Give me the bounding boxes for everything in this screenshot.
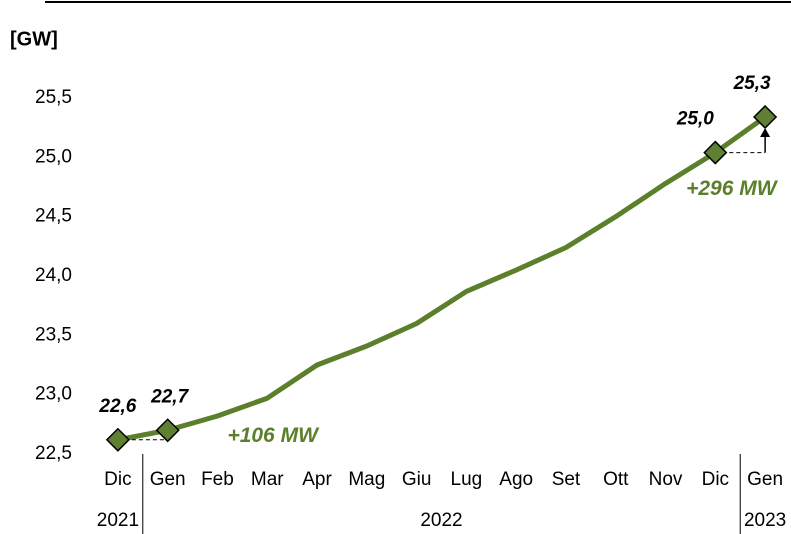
- value-label: 22,6: [98, 396, 136, 417]
- y-tick-label: 24,5: [35, 206, 72, 227]
- x-tick-label: Dic: [104, 469, 131, 490]
- y-tick-label: 24,0: [35, 265, 72, 286]
- x-tick-label: Giu: [402, 469, 432, 490]
- year-label: 2021: [97, 510, 139, 531]
- x-tick-label: Gen: [747, 469, 783, 490]
- guide-arrow-head: [760, 127, 771, 137]
- x-tick-label: Lug: [451, 469, 483, 490]
- value-label: 22,7: [150, 386, 189, 407]
- marker: [703, 140, 728, 165]
- data-line: [117, 114, 767, 443]
- x-tick-label: Mag: [348, 469, 385, 490]
- x-tick-label: Gen: [150, 469, 186, 490]
- annotation: +296 MW: [686, 177, 779, 200]
- x-tick-label: Dic: [702, 469, 729, 490]
- x-tick-label: Nov: [649, 469, 683, 490]
- x-tick-label: Apr: [302, 469, 332, 490]
- value-label: 25,0: [676, 109, 714, 130]
- x-tick-label: Feb: [201, 469, 234, 490]
- year-label: 2023: [744, 510, 786, 531]
- x-tick-label: Set: [552, 469, 581, 490]
- x-tick-label: Ott: [603, 469, 629, 490]
- year-label: 2022: [420, 510, 462, 531]
- marker: [155, 418, 180, 443]
- y-tick-label: 23,0: [35, 384, 72, 405]
- annotation: +106 MW: [227, 424, 320, 447]
- x-tick-label: Ago: [499, 469, 533, 490]
- value-label: 25,3: [733, 73, 771, 94]
- y-axis-label: [GW]: [10, 28, 58, 50]
- marker: [105, 427, 130, 452]
- y-tick-label: 23,5: [35, 324, 72, 345]
- y-tick-label: 22,5: [35, 443, 72, 464]
- x-tick-label: Mar: [251, 469, 284, 490]
- y-tick-label: 25,0: [35, 146, 72, 167]
- y-tick-label: 25,5: [35, 87, 72, 108]
- marker: [753, 104, 778, 130]
